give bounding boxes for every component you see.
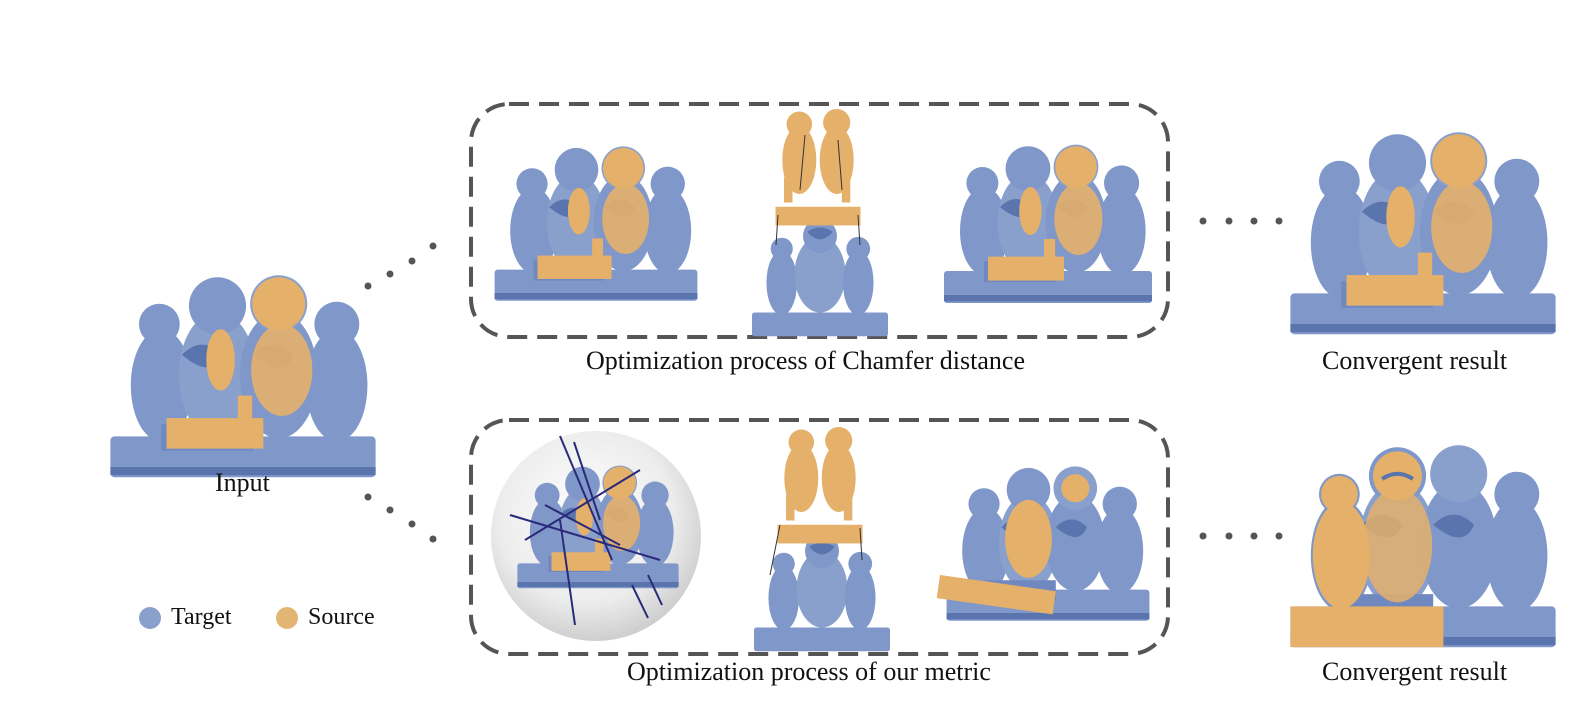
legend-target-label: Target [171, 604, 232, 630]
legend-source-label: Source [308, 604, 375, 630]
chamfer-caption: Optimization process of Chamfer distance [586, 346, 1025, 375]
our-metric-step-1 [491, 431, 701, 641]
projection-lines [509, 435, 663, 626]
chamfer-process-box [469, 102, 1170, 339]
our-metric-step-3 [936, 466, 1150, 621]
our-metric-step-2 [754, 427, 890, 652]
convergent-caption-top: Convergent result [1322, 346, 1508, 375]
our-metric-caption: Optimization process of our metric [627, 657, 991, 686]
ellipsis-bottom [1199, 532, 1283, 540]
source-swatch [276, 606, 298, 629]
target-swatch [139, 606, 161, 629]
dotted-connector-top [364, 242, 437, 290]
convergent-result-ours [1290, 445, 1556, 648]
chamfer-step-3 [944, 144, 1152, 303]
convergent-caption-bottom: Convergent result [1322, 657, 1508, 686]
our-metric-process-box [469, 418, 1170, 656]
input-caption: Input [215, 468, 270, 497]
legend-target: Target [139, 604, 232, 631]
chamfer-step-1 [494, 146, 698, 301]
chamfer-step-2 [752, 109, 888, 337]
legend-source: Source [276, 604, 375, 631]
convergent-result-chamfer [1290, 132, 1556, 335]
ellipsis-top [1199, 217, 1283, 225]
dotted-connector-bottom [364, 493, 437, 543]
input-point-cloud [110, 275, 376, 478]
